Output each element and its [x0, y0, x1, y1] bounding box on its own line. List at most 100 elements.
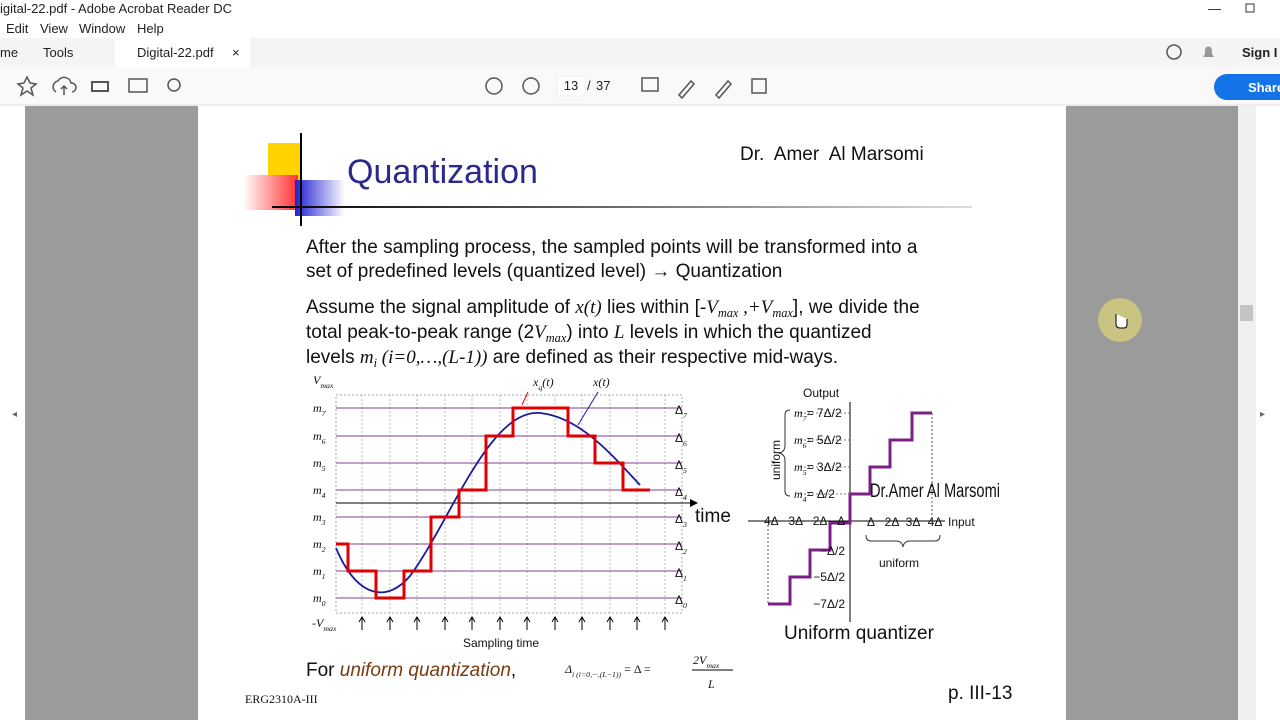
share-button[interactable] — [1214, 74, 1280, 100]
level-label: m6= 5Δ/2 — [794, 433, 842, 450]
formula-numerator: 2Vmax — [693, 653, 720, 670]
close-tab[interactable]: × — [232, 45, 240, 60]
quantized-leader — [521, 391, 529, 406]
delta-label: Δ5 — [675, 458, 687, 475]
input-tick: Δ — [867, 515, 875, 529]
text-segment: Δ — [675, 458, 683, 472]
print-icon[interactable] — [91, 81, 109, 92]
text-segment: 0 — [683, 601, 687, 610]
text-segment: are defined as their respective mid-ways… — [487, 347, 838, 368]
menu-item[interactable]: View — [40, 21, 69, 36]
text-segment: 2 — [683, 547, 687, 556]
delta-label: Δ6 — [675, 431, 687, 448]
minimize-button[interactable]: — — [1208, 1, 1221, 16]
sign-in[interactable]: Sign I — [1242, 45, 1277, 60]
deco-yellow — [268, 143, 302, 180]
text-segment: i (i=0,···,(L−1)) — [572, 670, 621, 679]
document-tab[interactable] — [115, 38, 250, 67]
footer-course: ERG2310A-III — [245, 692, 318, 706]
text-segment: (t) — [542, 375, 553, 389]
comment-icon[interactable] — [641, 77, 659, 92]
mail-icon[interactable] — [128, 78, 148, 93]
sampling-label: Sampling time — [463, 636, 539, 650]
scroll-thumb[interactable] — [1240, 305, 1253, 321]
delta-label: Δ7 — [675, 403, 688, 420]
sample-arrow — [496, 616, 504, 630]
sample-arrow — [523, 616, 531, 630]
text-segment: 4 — [683, 493, 687, 502]
quantized-label: xq(t) — [532, 375, 554, 392]
share-label[interactable]: Share — [1248, 80, 1280, 95]
deco-hline — [272, 206, 972, 208]
upload-icon[interactable] — [52, 76, 77, 95]
uniform-label: uniform — [769, 440, 783, 480]
restore-button[interactable] — [1245, 3, 1255, 13]
paragraph-line: Assume the signal amplitude of x(t) lies… — [306, 297, 920, 320]
zoom-icon[interactable] — [167, 78, 181, 92]
text-segment: ,+V — [738, 297, 774, 318]
delta-label: Δ0 — [675, 593, 687, 610]
level-label: m4= Δ/2 — [794, 487, 835, 504]
right-panel-toggle[interactable]: ▸ — [1260, 409, 1265, 420]
input-tick: 2Δ — [885, 515, 900, 529]
menu-item[interactable]: Help — [137, 21, 164, 36]
brace — [778, 409, 791, 497]
menu-item[interactable]: Window — [79, 21, 126, 36]
highlight-icon[interactable] — [677, 79, 696, 100]
quantization-figure: xq(t) x(t) Vmax -Vmax time Sampling time… — [312, 373, 731, 650]
text-segment: 6 — [322, 437, 326, 446]
draw-icon[interactable] — [714, 79, 733, 100]
negative-level: −7Δ/2 — [813, 597, 845, 611]
sample-arrow — [441, 616, 449, 630]
help-icon[interactable] — [1166, 44, 1182, 60]
page-input[interactable] — [556, 75, 586, 97]
text-segment: Δ — [675, 593, 683, 607]
text-segment: lies within [ — [602, 297, 701, 318]
quantized-staircase — [336, 406, 650, 600]
bookmark-icon[interactable] — [16, 75, 38, 97]
text-segment: 2V — [693, 653, 708, 667]
scrollbar[interactable] — [1238, 106, 1256, 720]
uniform-label: uniform — [879, 556, 919, 570]
delta-label: Δ3 — [675, 512, 687, 529]
home-tab[interactable]: me — [0, 45, 18, 60]
formula-left: Δi (i=0,···,(L−1)) = Δ = — [564, 662, 654, 679]
bell-icon[interactable] — [1203, 46, 1214, 57]
text-segment: m — [313, 564, 322, 578]
text-segment: 3 — [682, 520, 687, 529]
text-segment: total peak-to-peak range (2 — [306, 322, 534, 343]
text-segment: 1 — [322, 572, 326, 581]
prev-page[interactable] — [485, 77, 503, 95]
tools-tab[interactable]: Tools — [43, 45, 74, 60]
time-label: time — [695, 506, 731, 527]
current-page[interactable]: 13 — [564, 78, 578, 93]
menu-item[interactable]: Edit — [6, 21, 29, 36]
text-segment: 5 — [322, 464, 326, 473]
quantizer-figure: Output Input uniform uniform Uniform qua… — [748, 386, 1000, 644]
document-tab-label[interactable]: Digital-22.pdf — [137, 45, 214, 60]
text-segment: max — [772, 306, 793, 320]
sign-icon[interactable] — [751, 78, 767, 94]
left-panel-toggle[interactable]: ◂ — [12, 409, 17, 420]
deco-blue — [295, 180, 345, 216]
paragraph-line: total peak-to-peak range (2Vmax) into L … — [306, 322, 872, 345]
figure-caption: Uniform quantizer — [784, 623, 935, 644]
sample-arrow — [413, 616, 421, 630]
text-segment: = 7Δ/2 — [807, 406, 842, 420]
level-label: m6 — [313, 429, 326, 446]
formula-denominator: L — [707, 677, 715, 691]
text-segment: levels — [306, 347, 360, 368]
text-segment: m — [313, 401, 322, 415]
text-segment: m — [313, 456, 322, 470]
text-segment: m — [313, 429, 322, 443]
text-segment: max — [320, 381, 334, 390]
slide-title: Quantization — [347, 153, 538, 191]
text-segment: Δ — [675, 512, 683, 526]
delta-label: Δ2 — [675, 539, 687, 556]
text-segment: Δ — [675, 566, 683, 580]
text-segment: Δ — [675, 431, 683, 445]
text-segment: (i=0,…,(L-1)) — [377, 347, 487, 368]
text-segment: 4 — [322, 491, 326, 500]
next-page[interactable] — [522, 77, 540, 95]
